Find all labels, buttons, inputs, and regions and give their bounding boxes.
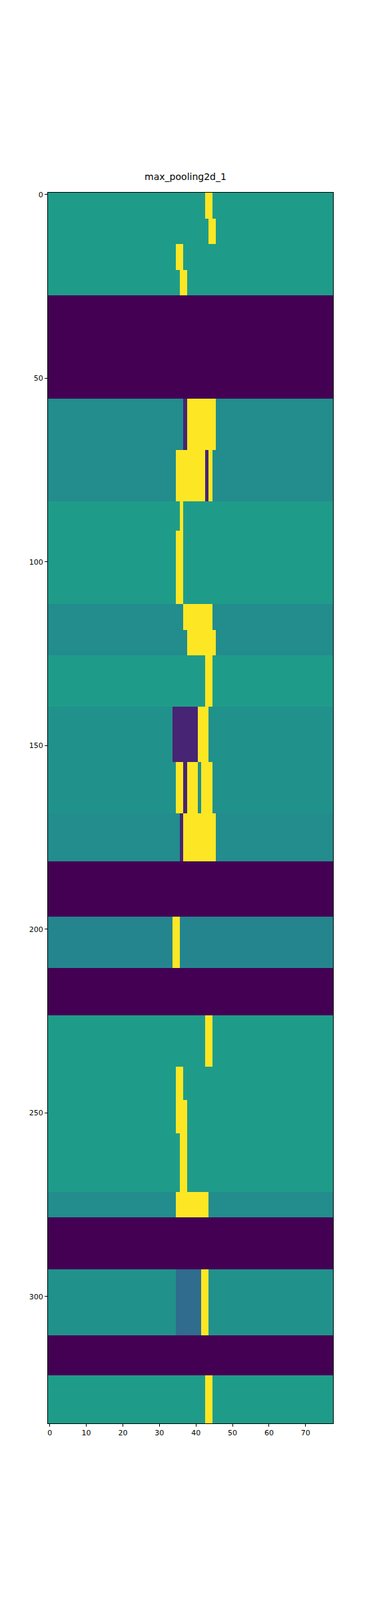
svg-text:300: 300 (29, 1291, 44, 1301)
svg-text:0: 0 (47, 1427, 52, 1437)
svg-text:200: 200 (29, 924, 44, 934)
svg-text:50: 50 (227, 1427, 238, 1437)
svg-text:max_pooling2d_1: max_pooling2d_1 (144, 171, 227, 182)
svg-text:30: 30 (154, 1427, 164, 1437)
svg-text:50: 50 (33, 373, 44, 383)
svg-text:10: 10 (81, 1427, 92, 1437)
svg-text:40: 40 (191, 1427, 201, 1437)
svg-text:250: 250 (29, 1107, 44, 1117)
svg-text:60: 60 (264, 1427, 274, 1437)
svg-text:20: 20 (117, 1427, 128, 1437)
svg-text:70: 70 (301, 1427, 311, 1437)
svg-text:0: 0 (38, 190, 44, 200)
svg-text:100: 100 (29, 557, 44, 567)
svg-text:150: 150 (29, 740, 44, 750)
